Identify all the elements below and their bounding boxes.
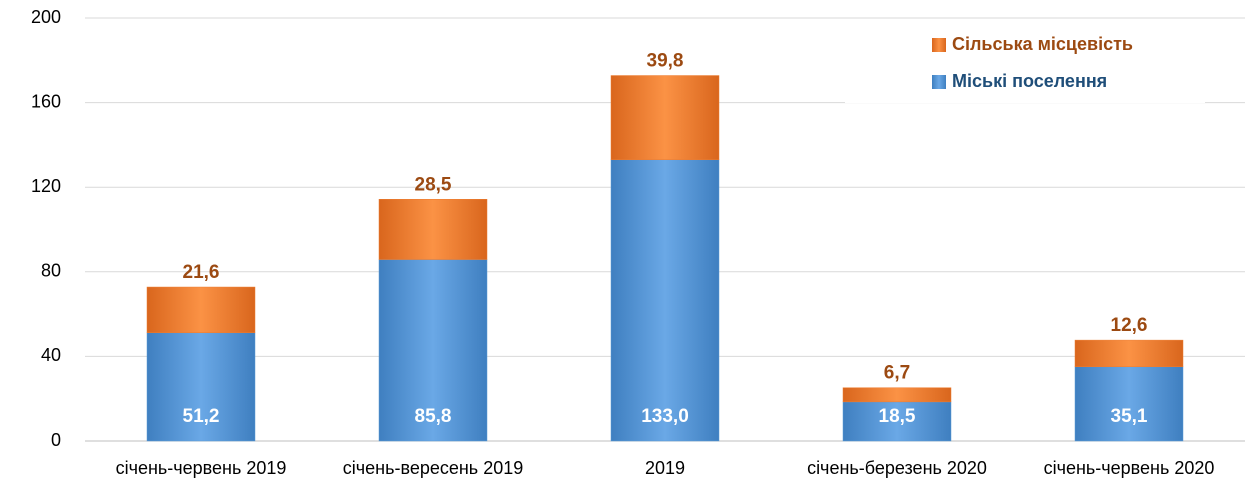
y-tick-label: 160 bbox=[31, 91, 61, 111]
data-label: 39,8 bbox=[647, 51, 684, 72]
x-tick-label: січень-червень 2019 bbox=[116, 458, 287, 478]
bar-segment bbox=[146, 332, 256, 442]
data-label: 12,6 bbox=[1111, 315, 1148, 336]
data-label: 35,1 bbox=[1111, 406, 1148, 427]
legend-bg bbox=[845, 25, 1205, 103]
bar-segment bbox=[1074, 366, 1184, 442]
bar-segment bbox=[1074, 339, 1184, 368]
x-tick-label: січень-березень 2020 bbox=[807, 458, 987, 478]
bar-segment bbox=[610, 159, 720, 442]
data-label: 21,6 bbox=[183, 262, 220, 283]
data-label: 28,5 bbox=[415, 174, 452, 195]
legend-label: Міські поселення bbox=[952, 71, 1107, 91]
bar-segment bbox=[610, 75, 720, 160]
bar-segment bbox=[842, 401, 952, 442]
legend-key bbox=[932, 75, 946, 89]
bar-segment bbox=[378, 259, 488, 442]
bar-segment bbox=[842, 387, 952, 403]
data-label: 18,5 bbox=[879, 406, 916, 427]
legend-label: Сільська місцевість bbox=[952, 34, 1133, 54]
y-tick-label: 120 bbox=[31, 176, 61, 196]
y-tick-label: 200 bbox=[31, 7, 61, 27]
y-tick-label: 0 bbox=[51, 430, 61, 450]
x-tick-label: січень-вересень 2019 bbox=[343, 458, 523, 478]
bar-segment bbox=[146, 286, 256, 333]
data-label: 85,8 bbox=[415, 406, 452, 427]
data-label: 133,0 bbox=[641, 406, 689, 427]
data-label: 51,2 bbox=[183, 406, 220, 427]
y-tick-label: 80 bbox=[41, 261, 61, 281]
x-tick-label: 2019 bbox=[645, 458, 685, 478]
x-tick-label: січень-червень 2020 bbox=[1044, 458, 1215, 478]
data-label: 6,7 bbox=[884, 363, 910, 384]
legend-key bbox=[932, 38, 946, 52]
y-tick-label: 40 bbox=[41, 345, 61, 365]
bar-segment bbox=[378, 199, 488, 260]
